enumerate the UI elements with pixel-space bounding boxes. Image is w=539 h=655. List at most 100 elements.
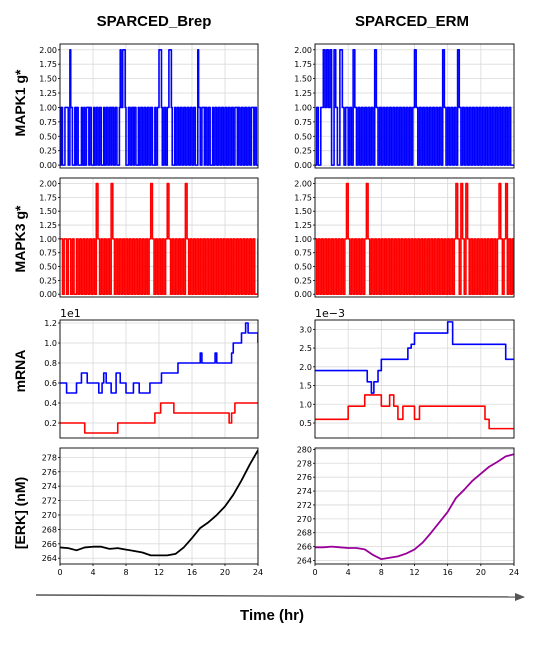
y-tick-label: 1.75 xyxy=(294,60,312,69)
offset-text: 1e−3 xyxy=(315,307,345,320)
axes-frame xyxy=(314,319,515,439)
y-tick-label: 0.75 xyxy=(294,249,312,258)
x-tick-label: 12 xyxy=(409,568,419,577)
y-tick-label: 0.6 xyxy=(44,379,57,388)
y-tick-label: 1.0 xyxy=(299,400,312,409)
y-tick-label: 264 xyxy=(42,554,57,563)
y-tick-label: 1.75 xyxy=(294,193,312,202)
y-tick-label: 278 xyxy=(297,459,312,468)
y-tick-label: 0.00 xyxy=(39,161,57,170)
series-line xyxy=(315,394,514,430)
time-arrow xyxy=(35,592,525,601)
row-label-mrna: mRNA xyxy=(12,350,28,393)
y-tick-label: 0.25 xyxy=(294,276,312,285)
axes-frame xyxy=(59,43,259,169)
axes-frame xyxy=(59,319,259,439)
y-tick-label: 1.25 xyxy=(294,221,312,230)
y-tick-label: 274 xyxy=(297,487,312,496)
y-tick-label: 276 xyxy=(42,468,57,477)
y-tick-label: 0.00 xyxy=(294,161,312,170)
y-tick-label: 1.50 xyxy=(39,75,57,84)
column-title-erm: SPARCED_ERM xyxy=(355,13,469,30)
y-tick-label: 0.00 xyxy=(294,290,312,299)
y-tick-label: 0.75 xyxy=(39,249,57,258)
axes-frame xyxy=(314,177,515,298)
y-tick-label: 0.50 xyxy=(294,132,312,141)
y-tick-label: 1.00 xyxy=(294,103,312,112)
series-line xyxy=(315,453,514,561)
x-tick-label: 4 xyxy=(90,568,95,577)
panel-erk_brep: 264 266 268 270 272 274 276 278 0 4 8 12 16 20 24 xyxy=(42,447,263,577)
y-tick-label: 1.75 xyxy=(39,60,57,69)
y-tick-label: 0.2 xyxy=(44,419,57,428)
y-tick-label: 270 xyxy=(297,515,312,524)
y-tick-label: 270 xyxy=(42,511,57,520)
y-tick-label: 1.50 xyxy=(294,207,312,216)
y-tick-label: 1.00 xyxy=(39,103,57,112)
row-label-erk: [ERK] (nM) xyxy=(12,477,28,549)
y-tick-label: 2.00 xyxy=(294,180,312,189)
x-tick-label: 16 xyxy=(187,568,197,577)
y-tick-label: 2.5 xyxy=(299,344,312,353)
x-tick-label: 8 xyxy=(123,568,128,577)
axes-frame xyxy=(59,177,259,298)
x-tick-label: 0 xyxy=(57,568,62,577)
y-tick-label: 1.5 xyxy=(299,382,312,391)
y-tick-label: 2.0 xyxy=(299,363,312,372)
y-tick-label: 272 xyxy=(42,497,57,506)
y-tick-label: 1.50 xyxy=(39,207,57,216)
y-tick-label: 0.25 xyxy=(39,276,57,285)
series-line xyxy=(315,321,514,394)
x-tick-label: 12 xyxy=(154,568,164,577)
y-tick-label: 1.00 xyxy=(294,235,312,244)
panel-mapk1_erm: 0.00 0.25 0.50 0.75 1.00 1.25 1.50 1.75 2.00 xyxy=(294,43,515,170)
y-tick-label: 3.0 xyxy=(299,325,312,334)
x-tick-label: 16 xyxy=(443,568,453,577)
y-tick-label: 1.25 xyxy=(39,221,57,230)
x-tick-label: 24 xyxy=(253,568,263,577)
panel-erk_erm: 264 266 268 270 272 274 276 278 280 0 4 8 12 16 20 24 xyxy=(297,445,519,577)
y-tick-label: 0.5 xyxy=(299,419,312,428)
y-tick-label: 0.00 xyxy=(39,290,57,299)
y-tick-label: 272 xyxy=(297,501,312,510)
x-tick-label: 4 xyxy=(346,568,351,577)
y-tick-label: 2.00 xyxy=(39,46,57,55)
y-tick-label: 266 xyxy=(297,543,312,552)
x-tick-label: 8 xyxy=(379,568,384,577)
y-tick-label: 0.75 xyxy=(294,118,312,127)
y-tick-label: 1.75 xyxy=(39,193,57,202)
row-label-mapk1: MAPK1 g* xyxy=(12,69,28,136)
x-tick-label: 24 xyxy=(509,568,519,577)
panel-mrna_erm: 0.5 1.0 1.5 2.0 2.5 3.01e−3 xyxy=(299,307,515,439)
x-tick-label: 20 xyxy=(476,568,486,577)
y-tick-label: 1.25 xyxy=(39,89,57,98)
y-tick-label: 0.50 xyxy=(39,132,57,141)
y-tick-label: 0.25 xyxy=(294,147,312,156)
y-tick-label: 268 xyxy=(42,525,57,534)
y-tick-label: 268 xyxy=(297,529,312,538)
series-line xyxy=(60,322,258,394)
series-line xyxy=(315,48,514,166)
series-line xyxy=(60,48,258,166)
y-tick-label: 2.00 xyxy=(294,46,312,55)
panel-mapk3_brep: 0.00 0.25 0.50 0.75 1.00 1.25 1.50 1.75 2.00 xyxy=(39,177,259,299)
y-tick-label: 264 xyxy=(297,557,312,566)
offset-text: 1e1 xyxy=(60,307,81,320)
time-axis-label: Time (hr) xyxy=(240,607,304,624)
plots-group: 0.000.250.500.751.001.251.501.752.000.00… xyxy=(39,43,519,577)
row-label-mapk3: MAPK3 g* xyxy=(12,205,28,272)
column-title-brep: SPARCED_Brep xyxy=(97,13,212,30)
y-tick-label: 0.50 xyxy=(39,263,57,272)
axes-frame xyxy=(59,447,259,565)
series-line xyxy=(315,182,514,296)
y-tick-label: 266 xyxy=(42,540,57,549)
y-tick-label: 1.2 xyxy=(44,319,57,328)
y-tick-label: 280 xyxy=(297,445,312,454)
x-tick-label: 20 xyxy=(220,568,230,577)
y-tick-label: 1.00 xyxy=(39,235,57,244)
y-tick-label: 1.50 xyxy=(294,75,312,84)
y-tick-label: 278 xyxy=(42,453,57,462)
series-line xyxy=(60,182,258,296)
